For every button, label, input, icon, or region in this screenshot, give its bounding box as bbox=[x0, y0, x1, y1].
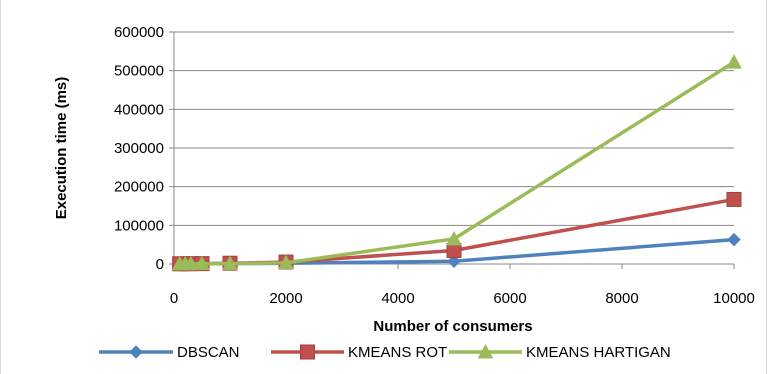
x-tick-label: 10000 bbox=[713, 290, 755, 307]
series-line bbox=[179, 60, 735, 266]
y-tick-label: 600000 bbox=[114, 24, 164, 41]
legend-marker bbox=[477, 343, 494, 359]
x-tick-label: 8000 bbox=[605, 290, 638, 307]
grid-lines bbox=[174, 31, 734, 226]
y-tick-label: 0 bbox=[156, 256, 164, 273]
data-point bbox=[727, 232, 741, 247]
x-tick-label: 6000 bbox=[493, 290, 526, 307]
y-axis-label: Execution time (ms) bbox=[53, 77, 70, 220]
legend: DBSCAN KMEANS ROT KMEANS HARTIGAN bbox=[99, 343, 671, 361]
legend-entry: KMEANS ROT bbox=[271, 344, 447, 361]
legend-marker bbox=[129, 345, 143, 359]
y-tick-label: 400000 bbox=[114, 101, 164, 118]
legend-label: DBSCAN bbox=[177, 344, 240, 361]
series-group bbox=[171, 54, 742, 272]
data-point bbox=[278, 254, 294, 270]
series-kmeans-hartigan bbox=[171, 54, 742, 271]
x-tick-label: 2000 bbox=[269, 290, 302, 307]
x-tick-label: 0 bbox=[170, 290, 178, 307]
data-point bbox=[446, 242, 462, 258]
x-axis-ticks: 0 2000 4000 6000 8000 10000 bbox=[170, 290, 755, 307]
axes bbox=[169, 31, 735, 269]
data-point bbox=[726, 191, 742, 207]
data-point bbox=[194, 255, 210, 271]
legend-label: KMEANS HARTIGAN bbox=[526, 344, 671, 361]
data-point bbox=[447, 254, 461, 269]
y-tick-label: 100000 bbox=[114, 217, 164, 234]
data-point bbox=[182, 255, 199, 271]
y-axis-ticks: 0 100000 200000 300000 400000 500000 600000 bbox=[114, 24, 164, 273]
y-tick-label: 300000 bbox=[114, 140, 164, 157]
x-axis-label: Number of consumers bbox=[373, 318, 532, 335]
x-tick-label: 4000 bbox=[381, 290, 414, 307]
legend-label: KMEANS ROT bbox=[348, 344, 447, 361]
legend-entry: DBSCAN bbox=[99, 344, 240, 361]
y-tick-label: 200000 bbox=[114, 179, 164, 196]
data-point bbox=[726, 54, 742, 69]
y-tick-label: 500000 bbox=[114, 63, 164, 80]
data-point bbox=[446, 230, 462, 246]
data-point bbox=[222, 255, 238, 271]
legend-entry: KMEANS HARTIGAN bbox=[449, 343, 671, 361]
legend-marker bbox=[300, 344, 315, 360]
